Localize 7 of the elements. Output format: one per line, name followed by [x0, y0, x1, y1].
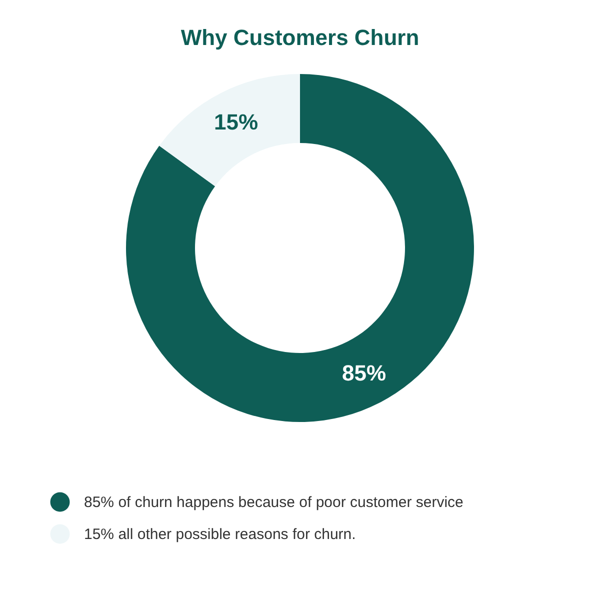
data-label: 15% — [214, 109, 258, 134]
legend-label: 15% all other possible reasons for churn. — [84, 526, 356, 543]
chart-title: Why Customers Churn — [180, 25, 420, 50]
donut-slice — [159, 74, 300, 186]
donut-slice — [126, 74, 474, 422]
data-label: 85% — [342, 360, 386, 386]
legend-label: 85% of churn happens because of poor customer service — [84, 494, 464, 511]
